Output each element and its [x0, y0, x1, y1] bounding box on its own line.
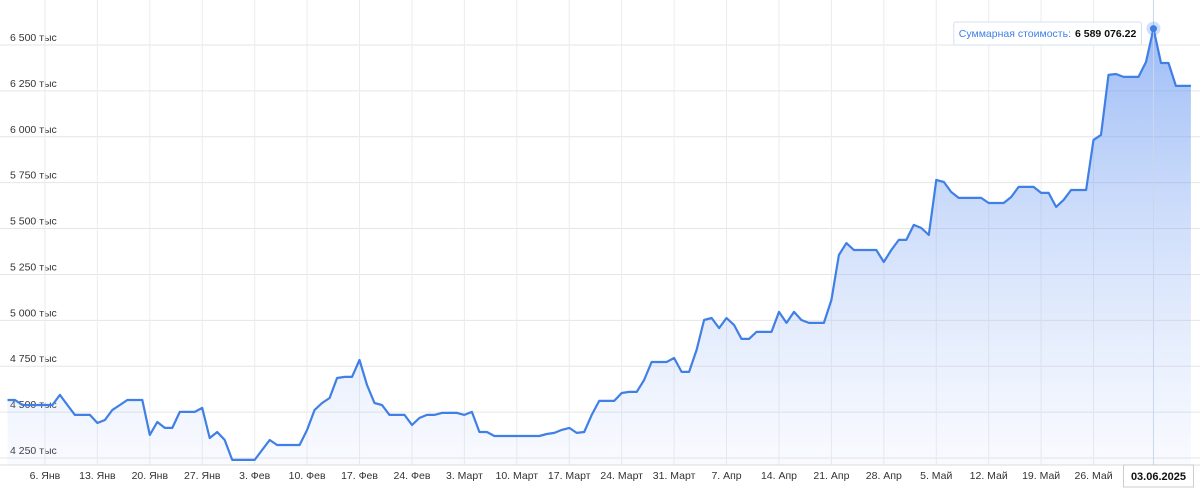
- x-tick-label: 13. Янв: [79, 470, 116, 482]
- x-tick-label: 12. Май: [970, 470, 1008, 482]
- y-tick-label: 6 500 тыс: [10, 32, 57, 44]
- x-tick-label: 27. Янв: [184, 470, 221, 482]
- tooltip-text: Суммарная стоимость: 6 589 076.22: [959, 28, 1137, 40]
- x-tick-label: 6. Янв: [30, 470, 61, 482]
- x-tick-label: 10. Март: [495, 470, 538, 482]
- y-tick-label: 5 250 тыс: [10, 261, 57, 273]
- x-tick-label: 31. Март: [653, 470, 696, 482]
- y-tick-label: 6 250 тыс: [10, 78, 57, 90]
- area-fill: [7, 28, 1191, 465]
- x-tick-label: 28. Апр: [866, 470, 902, 482]
- line: [7, 27, 1191, 461]
- y-tick-label: 6 000 тыс: [10, 124, 57, 136]
- x-tick-label: 21. Апр: [813, 470, 849, 482]
- y-tick-label: 5 000 тыс: [10, 307, 57, 319]
- x-tick-label: 3. Март: [446, 470, 483, 482]
- hover-point: [1149, 25, 1157, 33]
- x-tick-label: 19. Май: [1022, 470, 1060, 482]
- y-tick-label: 5 500 тыс: [10, 216, 57, 228]
- y-tick-label: 4 750 тыс: [10, 353, 57, 365]
- x-tick-label: 3. Фев: [239, 470, 270, 482]
- x-tick-label: 14. Апр: [761, 470, 797, 482]
- tooltip-label: Суммарная стоимость:: [959, 28, 1071, 40]
- hover-date-box: [1122, 464, 1194, 488]
- x-tick-label: 24. Фев: [393, 470, 430, 482]
- y-tick-label: 5 750 тыс: [10, 170, 57, 182]
- x-tick-label: 17. Фев: [341, 470, 378, 482]
- tooltip: [953, 21, 1142, 46]
- x-tick-label: 10. Фев: [289, 470, 326, 482]
- x-tick-label: 24. Март: [600, 470, 643, 482]
- x-tick-label: 17. Март: [548, 470, 591, 482]
- x-tick-label: 5. Май: [920, 470, 952, 482]
- x-tick-label: 26. Май: [1075, 470, 1113, 482]
- tooltip-value: 6 589 076.22: [1075, 28, 1136, 40]
- x-tick-label: 20. Янв: [132, 470, 169, 482]
- x-tick-label: 7. Апр: [711, 470, 741, 482]
- hover-date: 03.06.2025: [1131, 471, 1186, 483]
